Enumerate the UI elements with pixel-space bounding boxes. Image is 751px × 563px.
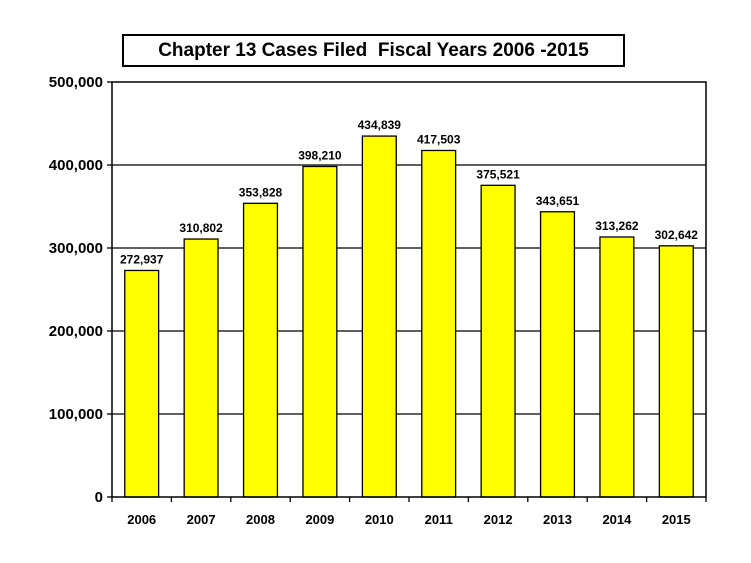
- data-label: 398,210: [298, 148, 342, 162]
- data-label: 417,503: [417, 132, 461, 146]
- bar: [183, 238, 219, 498]
- bar: [658, 245, 694, 498]
- bar: [599, 236, 635, 498]
- chart-title: Chapter 13 Cases Filed Fiscal Years 2006…: [122, 34, 625, 67]
- y-tick-label: 200,000: [49, 323, 103, 340]
- bar: [361, 135, 397, 498]
- data-label: 272,937: [120, 252, 164, 266]
- bar: [302, 165, 338, 498]
- bar: [421, 149, 457, 498]
- y-tick-label: 500,000: [49, 74, 103, 91]
- data-label: 434,839: [358, 118, 402, 132]
- bar: [242, 202, 279, 498]
- x-tick-label: 2015: [662, 512, 691, 527]
- bar: [480, 184, 516, 498]
- x-tick-label: 2009: [305, 512, 334, 527]
- x-tick-label: 2010: [365, 512, 394, 527]
- data-label: 353,828: [239, 185, 283, 199]
- data-label: 302,642: [655, 228, 699, 242]
- data-label: 343,651: [536, 194, 580, 208]
- y-tick-label: 300,000: [49, 240, 103, 257]
- x-tick-label: 2012: [484, 512, 513, 527]
- data-label: 310,802: [179, 221, 223, 235]
- x-tick-label: 2006: [127, 512, 156, 527]
- y-tick-label: 400,000: [49, 157, 103, 174]
- x-tick-label: 2013: [543, 512, 572, 527]
- data-label: 375,521: [476, 167, 520, 181]
- x-tick-label: 2011: [425, 512, 453, 527]
- y-tick-label: 0: [95, 489, 103, 506]
- bar: [539, 211, 576, 498]
- y-tick-label: 100,000: [49, 406, 103, 423]
- plot-area-border: [111, 81, 707, 498]
- x-tick-label: 2008: [246, 512, 275, 527]
- x-tick-label: 2007: [187, 512, 216, 527]
- data-label: 313,262: [595, 219, 639, 233]
- bar: [124, 269, 160, 498]
- x-tick-label: 2014: [602, 512, 632, 527]
